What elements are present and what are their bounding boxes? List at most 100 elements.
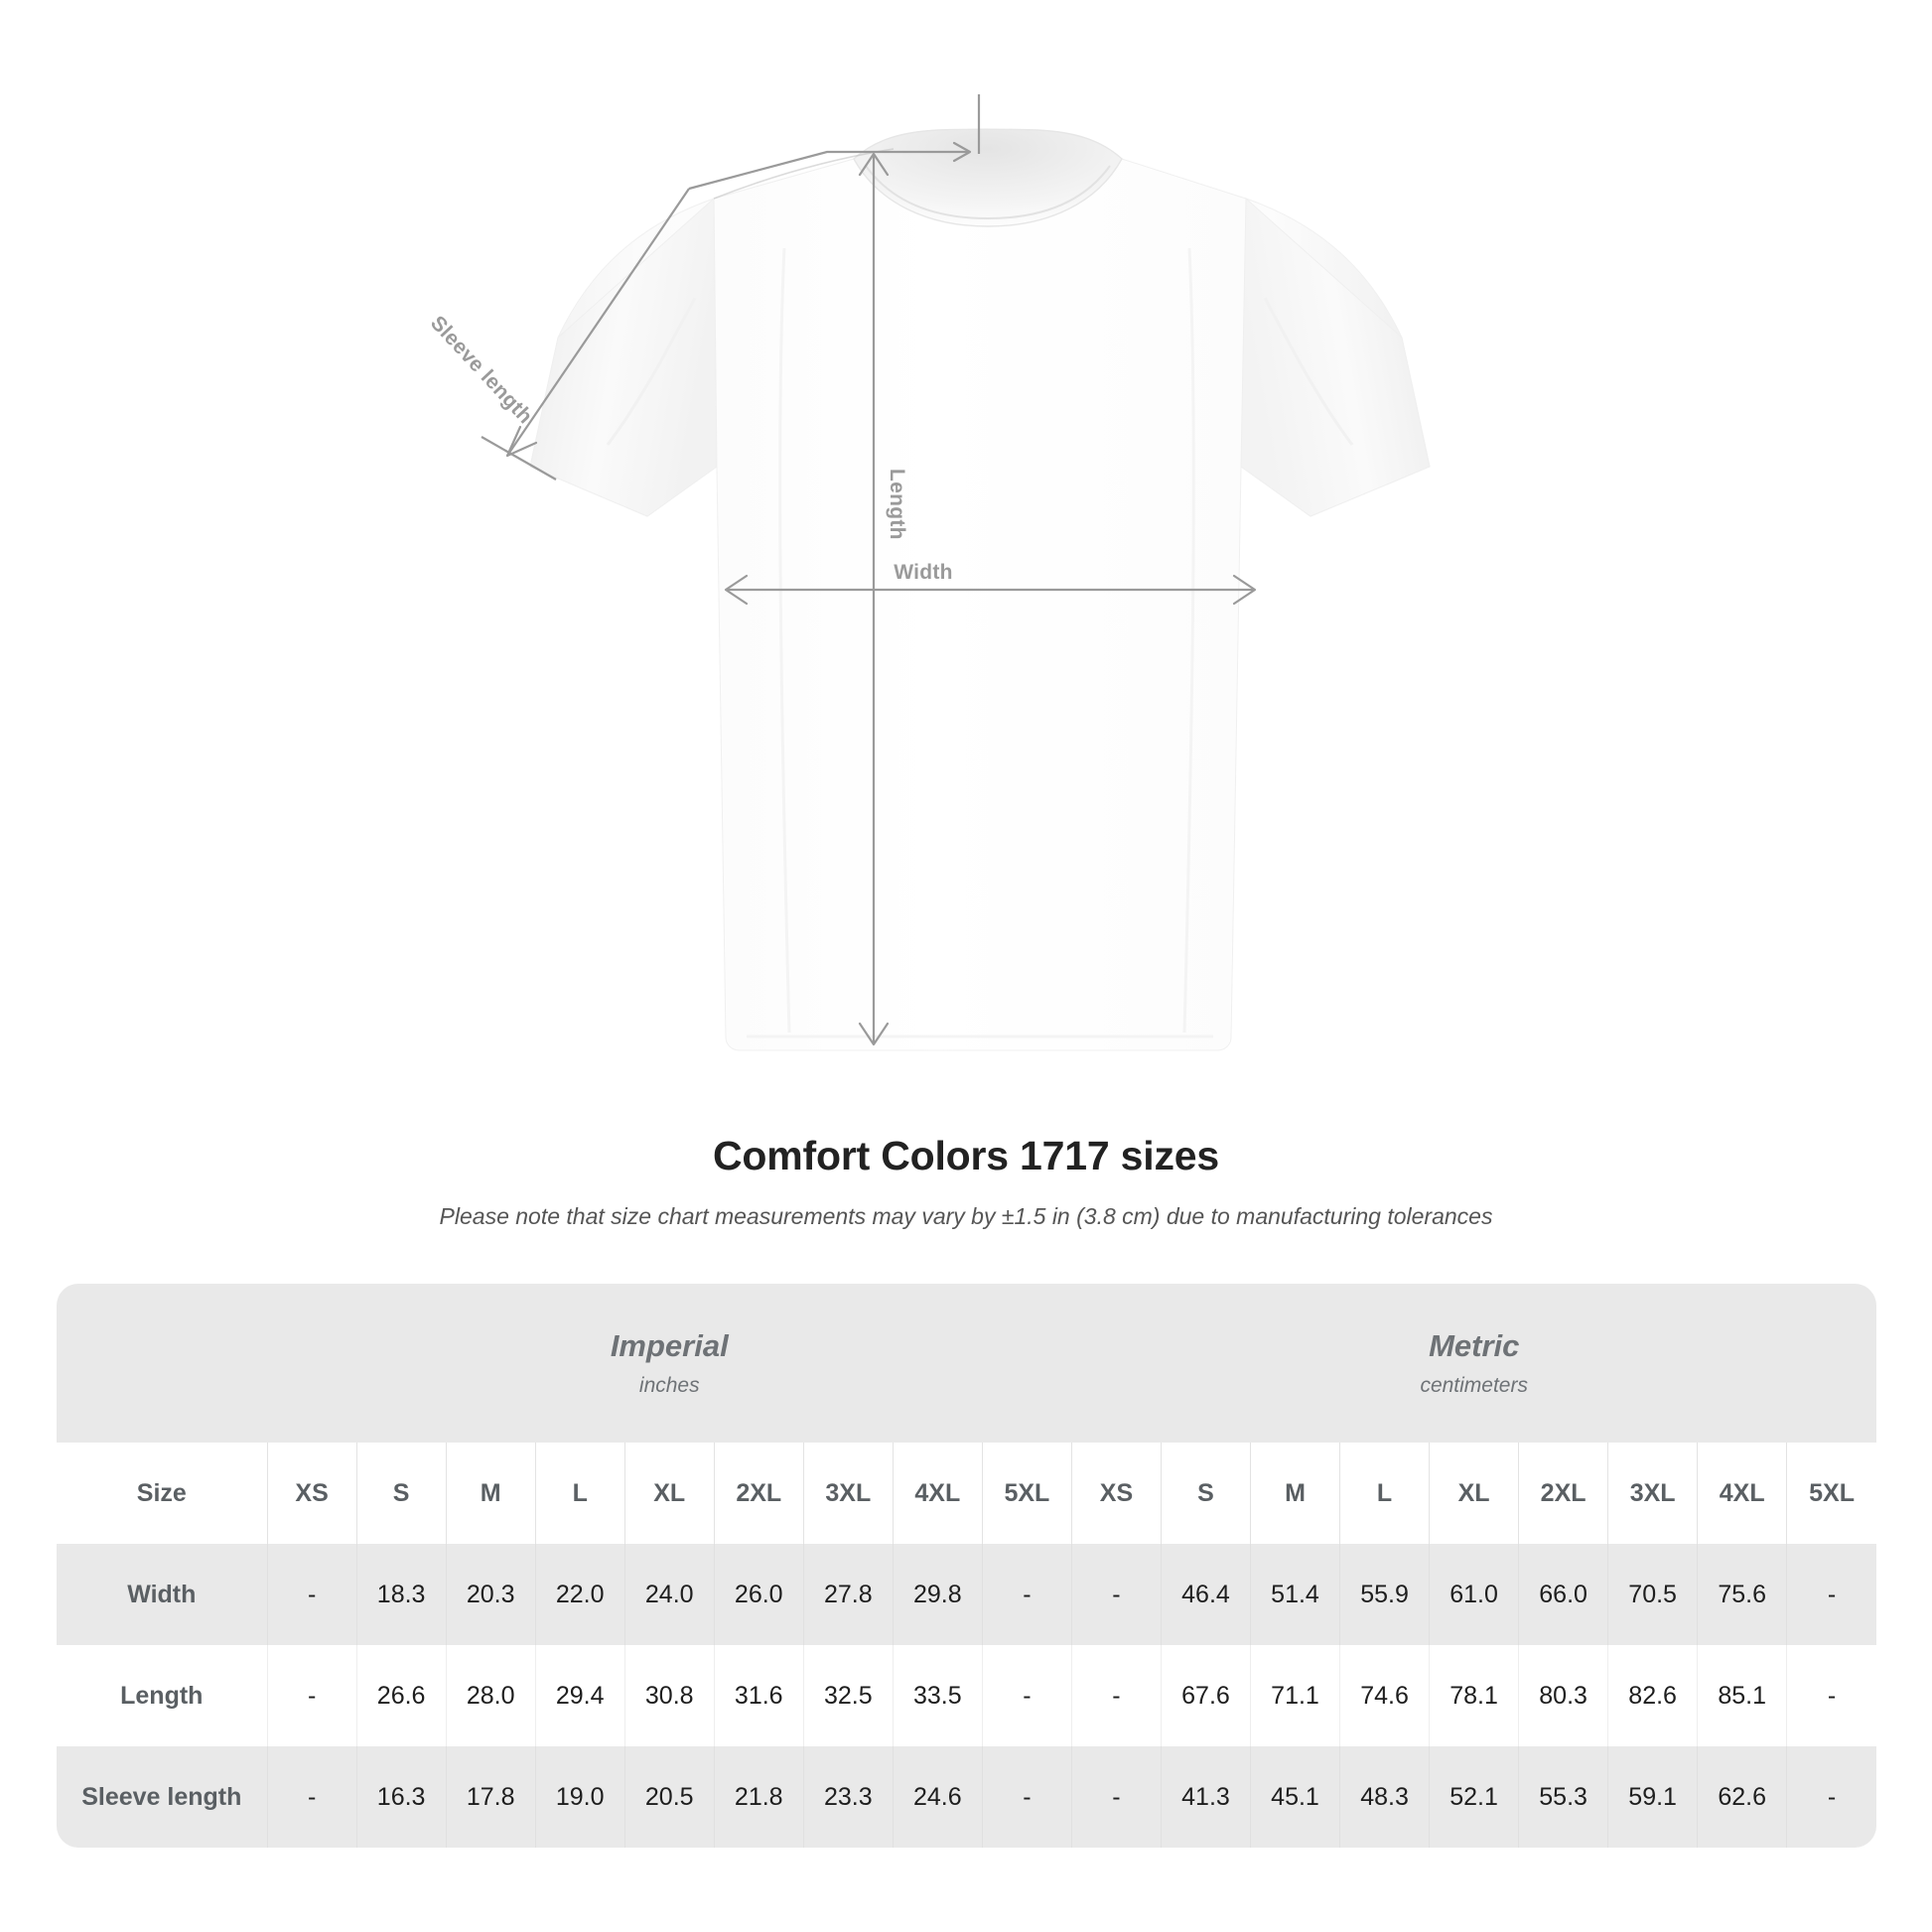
cell-width-imperial-l: 22.0 (534, 1544, 625, 1645)
length-arrow (858, 152, 890, 1046)
cell-width-metric-m: 51.4 (1249, 1544, 1340, 1645)
table-row-width: Width - 18.3 20.3 22.0 24.0 26.0 27.8 29… (57, 1544, 1876, 1645)
header-metric-4xl: 4XL (1697, 1443, 1787, 1544)
unit-header-row: Imperial inches Metric centimeters (57, 1284, 1876, 1443)
row-label-sleeve-length: Sleeve length (57, 1746, 268, 1848)
cell-sleeve-metric-l: 48.3 (1339, 1746, 1430, 1848)
header-metric-s: S (1160, 1443, 1251, 1544)
cell-sleeve-imperial-5xl: - (981, 1746, 1072, 1848)
cell-length-metric-s: 67.6 (1160, 1645, 1251, 1746)
row-label-length: Length (57, 1645, 268, 1746)
cell-width-metric-4xl: 75.6 (1697, 1544, 1787, 1645)
width-label: Width (894, 561, 953, 584)
tolerance-note: Please note that size chart measurements… (439, 1203, 1493, 1230)
cell-length-imperial-5xl: - (981, 1645, 1072, 1746)
tshirt-illustration (481, 94, 1431, 1051)
cell-width-imperial-s: 18.3 (355, 1544, 447, 1645)
cell-sleeve-imperial-2xl: 21.8 (713, 1746, 804, 1848)
cell-sleeve-metric-xs: - (1070, 1746, 1162, 1848)
unit-cell-imperial: Imperial inches (267, 1284, 1072, 1443)
cell-sleeve-metric-3xl: 59.1 (1607, 1746, 1698, 1848)
cell-length-metric-5xl: - (1786, 1645, 1876, 1746)
garment-diagram: Sleeve length Length Width (425, 94, 1431, 1051)
cell-length-imperial-l: 29.4 (534, 1645, 625, 1746)
cell-length-imperial-4xl: 33.5 (892, 1645, 983, 1746)
header-metric-xs: XS (1070, 1443, 1162, 1544)
cell-width-imperial-2xl: 26.0 (713, 1544, 804, 1645)
cell-length-metric-l: 74.6 (1339, 1645, 1430, 1746)
cell-sleeve-imperial-xl: 20.5 (623, 1746, 715, 1848)
cell-length-metric-4xl: 85.1 (1697, 1645, 1787, 1746)
cell-length-imperial-m: 28.0 (445, 1645, 536, 1746)
cell-length-imperial-3xl: 32.5 (802, 1645, 894, 1746)
page-title: Comfort Colors 1717 sizes (713, 1133, 1219, 1178)
cell-width-metric-5xl: - (1786, 1544, 1876, 1645)
cell-length-metric-m: 71.1 (1249, 1645, 1340, 1746)
cell-sleeve-imperial-m: 17.8 (445, 1746, 536, 1848)
cell-sleeve-imperial-s: 16.3 (355, 1746, 447, 1848)
cell-width-imperial-m: 20.3 (445, 1544, 536, 1645)
cell-length-imperial-s: 26.6 (355, 1645, 447, 1746)
cell-width-imperial-xs: - (266, 1544, 357, 1645)
cell-width-metric-s: 46.4 (1160, 1544, 1251, 1645)
row-label-width: Width (57, 1544, 268, 1645)
header-metric-5xl: 5XL (1786, 1443, 1876, 1544)
header-imperial-5xl: 5XL (981, 1443, 1072, 1544)
header-metric-xl: XL (1429, 1443, 1519, 1544)
header-imperial-2xl: 2XL (713, 1443, 804, 1544)
header-imperial-3xl: 3XL (802, 1443, 894, 1544)
cell-length-metric-xl: 78.1 (1429, 1645, 1519, 1746)
size-table: Imperial inches Metric centimeters Size … (57, 1284, 1876, 1848)
header-metric-3xl: 3XL (1607, 1443, 1698, 1544)
cell-length-metric-xs: - (1070, 1645, 1162, 1746)
unit-sub-metric: centimeters (1420, 1373, 1528, 1397)
size-header-row: Size XS S M L XL 2XL 3XL 4XL 5XL XS S M … (57, 1443, 1876, 1544)
cell-width-metric-xs: - (1070, 1544, 1162, 1645)
header-imperial-xl: XL (623, 1443, 715, 1544)
cell-width-metric-xl: 61.0 (1429, 1544, 1519, 1645)
header-imperial-m: M (445, 1443, 536, 1544)
header-imperial-s: S (355, 1443, 447, 1544)
cell-sleeve-imperial-l: 19.0 (534, 1746, 625, 1848)
cell-width-imperial-4xl: 29.8 (892, 1544, 983, 1645)
cell-sleeve-metric-xl: 52.1 (1429, 1746, 1519, 1848)
cell-length-imperial-2xl: 31.6 (713, 1645, 804, 1746)
cell-width-metric-3xl: 70.5 (1607, 1544, 1698, 1645)
header-size-label: Size (57, 1443, 268, 1544)
cell-sleeve-metric-2xl: 55.3 (1518, 1746, 1608, 1848)
unit-name-imperial: Imperial (610, 1328, 729, 1364)
cell-sleeve-imperial-4xl: 24.6 (892, 1746, 983, 1848)
unit-corner-left (57, 1284, 268, 1443)
cell-sleeve-metric-m: 45.1 (1249, 1746, 1340, 1848)
cell-sleeve-imperial-xs: - (266, 1746, 357, 1848)
cell-sleeve-metric-4xl: 62.6 (1697, 1746, 1787, 1848)
cell-length-imperial-xs: - (266, 1645, 357, 1746)
unit-cell-metric: Metric centimeters (1071, 1284, 1876, 1443)
cell-sleeve-imperial-3xl: 23.3 (802, 1746, 894, 1848)
unit-name-metric: Metric (1429, 1328, 1520, 1364)
header-imperial-xs: XS (266, 1443, 357, 1544)
measurement-guides (481, 94, 1257, 1046)
length-label: Length (886, 469, 908, 540)
sleeve-length-arrow (481, 94, 981, 481)
table-row-length: Length - 26.6 28.0 29.4 30.8 31.6 32.5 3… (57, 1645, 1876, 1746)
width-arrow (724, 574, 1257, 606)
header-imperial-4xl: 4XL (892, 1443, 983, 1544)
table-row-sleeve-length: Sleeve length - 16.3 17.8 19.0 20.5 21.8… (57, 1746, 1876, 1848)
header-metric-2xl: 2XL (1518, 1443, 1608, 1544)
cell-length-metric-3xl: 82.6 (1607, 1645, 1698, 1746)
unit-sub-imperial: inches (638, 1373, 700, 1397)
cell-width-imperial-3xl: 27.8 (802, 1544, 894, 1645)
cell-width-imperial-xl: 24.0 (623, 1544, 715, 1645)
cell-width-imperial-5xl: - (981, 1544, 1072, 1645)
header-metric-m: M (1249, 1443, 1340, 1544)
cell-length-imperial-xl: 30.8 (623, 1645, 715, 1746)
title-block: Comfort Colors 1717 sizes Please note th… (0, 1132, 1932, 1232)
cell-width-metric-2xl: 66.0 (1518, 1544, 1608, 1645)
cell-sleeve-metric-5xl: - (1786, 1746, 1876, 1848)
size-table-container: Imperial inches Metric centimeters Size … (57, 1284, 1876, 1848)
cell-width-metric-l: 55.9 (1339, 1544, 1430, 1645)
header-metric-l: L (1339, 1443, 1430, 1544)
cell-length-metric-2xl: 80.3 (1518, 1645, 1608, 1746)
